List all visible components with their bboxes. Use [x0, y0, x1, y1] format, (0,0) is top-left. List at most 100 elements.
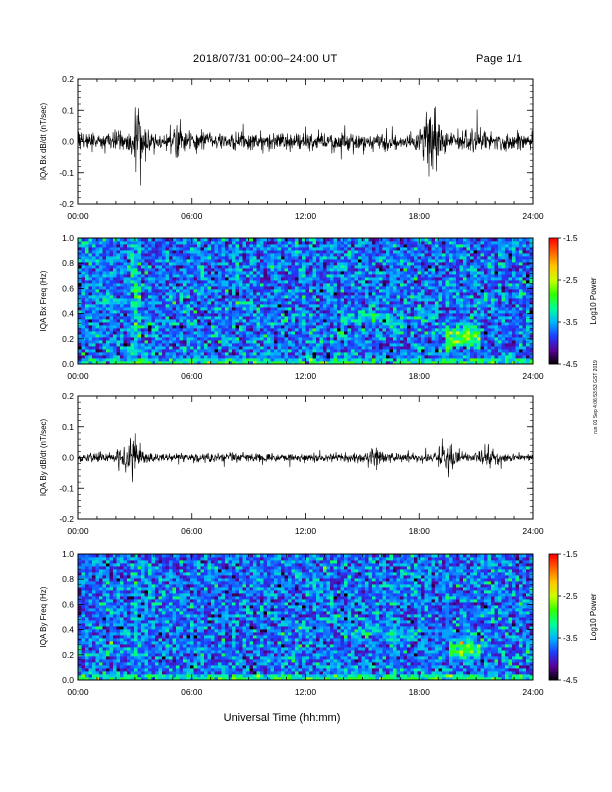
spectrogram-cell: [232, 286, 236, 290]
spectrogram-cell: [480, 310, 485, 314]
spectrogram-cell: [428, 241, 432, 245]
spectrogram-cell: [414, 355, 418, 359]
spectrogram-cell: [235, 331, 240, 335]
spectrogram-cell: [242, 349, 247, 353]
spectrogram-cell: [344, 277, 348, 281]
spectrogram-cell: [417, 250, 422, 254]
spectrogram-cell: [197, 250, 201, 254]
spectrogram-cell: [207, 292, 212, 296]
spectrogram-cell: [484, 361, 488, 365]
spectrogram-cell: [330, 334, 334, 338]
spectrogram-cell: [382, 238, 387, 242]
spectrogram-cell: [270, 289, 275, 293]
spectrogram-cell: [162, 262, 166, 266]
spectrogram-cell: [120, 238, 124, 242]
spectrogram-cell: [148, 259, 152, 263]
spectrogram-cell: [123, 259, 128, 263]
spectrogram-cell: [365, 244, 369, 248]
spectrogram-cell: [403, 340, 408, 344]
spectrogram-cell: [354, 247, 359, 251]
spectrogram-cell: [340, 247, 345, 251]
spectrogram-cell: [165, 265, 170, 269]
spectrogram-cell: [155, 310, 159, 314]
spectrogram-cell: [368, 307, 373, 311]
spectrogram-cell: [137, 295, 142, 299]
spectrogram-cell: [221, 289, 226, 293]
x-tick-label: 18:00: [409, 211, 431, 221]
spectrogram-cell: [92, 250, 96, 254]
spectrogram-cell: [123, 358, 128, 362]
spectrogram-cell: [197, 346, 201, 350]
spectrogram-cell: [326, 283, 331, 287]
spectrogram-cell: [449, 298, 453, 302]
spectrogram-cell: [298, 316, 303, 320]
spectrogram-cell: [312, 325, 317, 329]
spectrogram-cell: [351, 289, 355, 293]
spectrogram-cell: [144, 325, 149, 329]
spectrogram-cell: [88, 349, 93, 353]
spectrogram-cell: [144, 361, 149, 365]
spectrogram-cell: [291, 298, 296, 302]
spectrogram-cell: [407, 352, 411, 356]
spectrogram-cell: [274, 331, 278, 335]
spectrogram-cell: [393, 271, 397, 275]
spectrogram-cell: [78, 277, 82, 281]
spectrogram-cell: [144, 304, 149, 308]
spectrogram-cell: [463, 292, 467, 296]
spectrogram-cell: [477, 283, 481, 287]
spectrogram-cell: [417, 313, 422, 317]
spectrogram-cell: [155, 262, 159, 266]
spectrogram-cell: [386, 238, 390, 242]
spectrogram-cell: [428, 355, 432, 359]
spectrogram-cell: [421, 298, 425, 302]
x-axis-1: 00:00 06:00 12:00 18:00 24:00: [67, 79, 544, 221]
spectrogram-cell: [123, 256, 128, 260]
spectrogram-cell: [211, 241, 215, 245]
spectrogram-cell: [277, 310, 282, 314]
spectrogram-cell: [438, 343, 443, 347]
spectrogram-cell: [456, 283, 460, 287]
spectrogram-cell: [193, 238, 198, 242]
spectrogram-cell: [340, 352, 345, 356]
spectrogram-cell: [141, 241, 145, 245]
spectrogram-cell: [127, 298, 131, 302]
spectrogram-cell: [274, 277, 278, 281]
spectrogram-cell: [456, 262, 460, 266]
spectrogram-cell: [151, 346, 156, 350]
spectrogram-cell: [151, 358, 156, 362]
spectrogram-cell: [295, 241, 299, 245]
spectrogram-cell: [211, 244, 215, 248]
spectrogram-cell: [368, 277, 373, 281]
spectrogram-cell: [155, 331, 159, 335]
spectrogram-cell: [134, 337, 138, 341]
spectrogram-cell: [186, 325, 191, 329]
spectrogram-cell: [477, 358, 481, 362]
spectrogram-cell: [291, 244, 296, 248]
spectrogram-cell: [284, 274, 289, 278]
spectrogram-cell: [106, 316, 110, 320]
spectrogram-cell: [239, 307, 243, 311]
spectrogram-cell: [459, 304, 464, 308]
spectrogram-cell: [99, 274, 103, 278]
spectrogram-cell: [218, 271, 222, 275]
spectrogram-cell: [323, 304, 327, 308]
spectrogram-cell: [386, 274, 390, 278]
spectrogram-cell: [445, 274, 450, 278]
spectrogram-cell: [242, 313, 247, 317]
spectrogram-cell: [116, 289, 121, 293]
spectrogram-cell: [463, 307, 467, 311]
spectrogram-cell: [102, 286, 107, 290]
spectrogram-cell: [239, 319, 243, 323]
spectrogram-cell: [417, 337, 422, 341]
spectrogram-cell: [186, 316, 191, 320]
spectrogram-cell: [190, 250, 194, 254]
spectrogram-cell: [445, 331, 450, 335]
spectrogram-cell: [431, 310, 436, 314]
spectrogram-cell: [396, 265, 401, 269]
spectrogram-cell: [368, 265, 373, 269]
spectrogram-cell: [386, 322, 390, 326]
spectrogram-cell: [358, 274, 362, 278]
spectrogram-cell: [232, 334, 236, 338]
spectrogram-cell: [253, 355, 257, 359]
spectrogram-cell: [288, 280, 292, 284]
